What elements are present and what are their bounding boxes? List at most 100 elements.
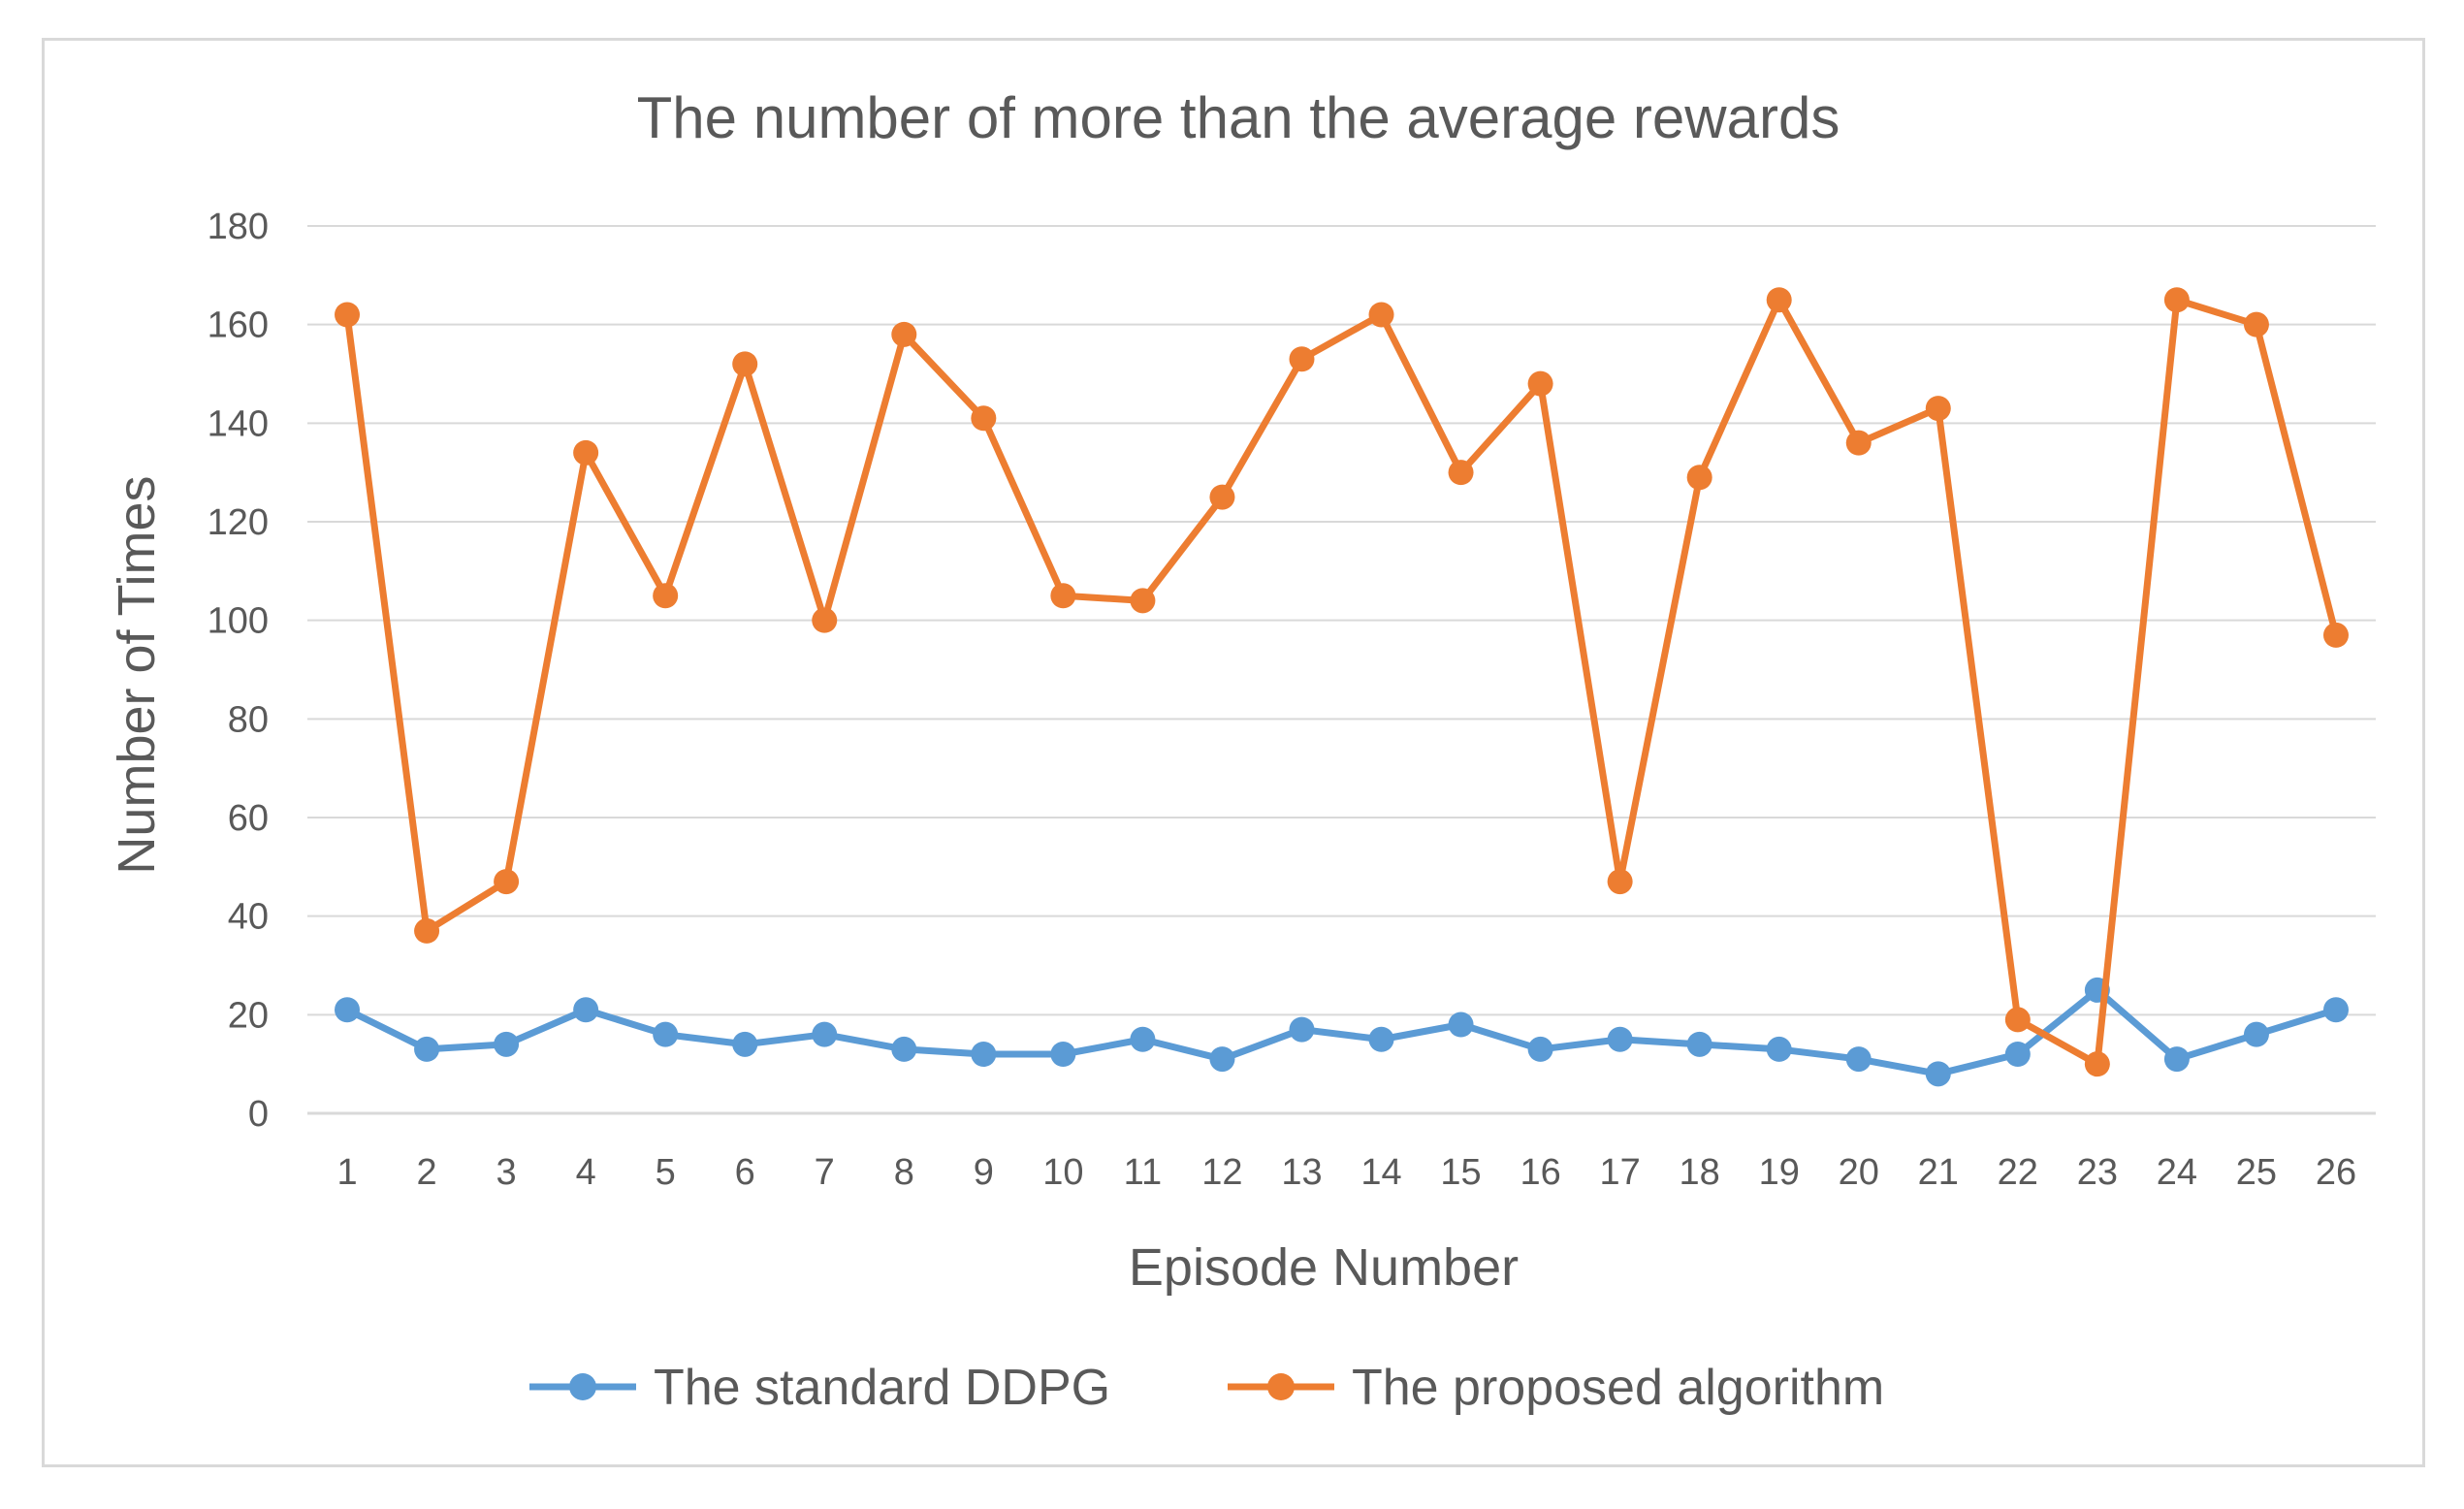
data-point <box>335 302 361 328</box>
data-point <box>2084 1051 2110 1077</box>
data-point <box>1686 1031 1712 1057</box>
data-point <box>732 351 758 377</box>
y-axis-ticks: 0 20 40 60 80 100 120 140 160 180 <box>208 207 269 1135</box>
data-point <box>1766 287 1792 313</box>
data-point <box>573 439 599 466</box>
data-point <box>1130 588 1156 614</box>
y-tick-label: 160 <box>208 305 269 346</box>
data-point <box>891 1036 917 1062</box>
x-tick-label: 24 <box>2157 1152 2197 1193</box>
data-point <box>1448 460 1474 486</box>
legend-label-standard-ddpg: The standard DDPG <box>654 1360 1110 1416</box>
data-point <box>1766 1036 1792 1062</box>
y-tick-label: 100 <box>208 601 269 642</box>
data-point <box>1686 465 1712 491</box>
data-point <box>2322 622 2349 648</box>
x-tick-label: 19 <box>1759 1152 1800 1193</box>
x-tick-label: 16 <box>1520 1152 1560 1193</box>
data-point <box>573 997 599 1023</box>
data-point <box>1448 1011 1474 1038</box>
legend-item-standard-ddpg: The standard DDPG <box>529 1360 1110 1416</box>
x-axis-ticks: 1 2 3 4 5 6 7 8 9 10 11 12 13 14 15 16 17 18 19 20 21 22 23 24 2… <box>336 1152 2356 1193</box>
data-point <box>1209 484 1235 510</box>
data-point <box>732 1031 758 1057</box>
data-point <box>414 917 440 944</box>
data-point <box>1050 1042 1076 1067</box>
x-tick-label: 12 <box>1201 1152 1242 1193</box>
data-point <box>1607 869 1633 895</box>
x-tick-label: 10 <box>1042 1152 1083 1193</box>
gridlines <box>307 225 2376 1115</box>
data-point <box>1368 302 1394 328</box>
x-tick-label: 8 <box>894 1152 914 1193</box>
data-point <box>1845 1046 1872 1073</box>
y-tick-label: 60 <box>228 798 269 839</box>
series-line <box>343 986 2340 1077</box>
chart-title: The number of more than the average rewa… <box>637 85 1840 150</box>
data-point <box>1607 1026 1633 1052</box>
x-tick-label: 9 <box>974 1152 994 1193</box>
data-point <box>2243 311 2269 337</box>
x-tick-label: 7 <box>815 1152 835 1193</box>
data-point <box>653 583 679 609</box>
data-point <box>1527 370 1553 397</box>
data-point <box>414 1036 440 1062</box>
x-tick-label: 6 <box>735 1152 755 1193</box>
y-tick-label: 20 <box>228 995 269 1036</box>
y-tick-label: 80 <box>228 699 269 740</box>
y-tick-label: 140 <box>208 403 269 444</box>
data-point <box>2243 1021 2269 1047</box>
data-point <box>812 1021 838 1047</box>
y-tick-label: 40 <box>228 897 269 938</box>
series-proposed-algorithm <box>335 287 2349 1077</box>
data-point <box>2004 1007 2031 1033</box>
series-layer <box>335 287 2349 1087</box>
data-point <box>2163 1046 2190 1073</box>
data-point <box>1130 1026 1156 1052</box>
line-chart: The number of more than the average rewa… <box>108 85 2376 1416</box>
x-tick-label: 5 <box>656 1152 676 1193</box>
x-tick-label: 18 <box>1680 1152 1720 1193</box>
legend-swatch-marker <box>569 1373 596 1400</box>
legend-swatch-marker <box>1267 1373 1295 1400</box>
x-tick-label: 3 <box>496 1152 517 1193</box>
data-point <box>1925 1061 1951 1087</box>
x-tick-label: 14 <box>1360 1152 1401 1193</box>
data-point <box>653 1021 679 1047</box>
x-tick-label: 26 <box>2316 1152 2356 1193</box>
x-tick-label: 21 <box>1918 1152 1959 1193</box>
x-axis-title: Episode Number <box>1129 1238 1519 1297</box>
x-tick-label: 22 <box>1998 1152 2038 1193</box>
x-tick-label: 4 <box>576 1152 596 1193</box>
x-tick-label: 13 <box>1281 1152 1322 1193</box>
x-tick-label: 15 <box>1440 1152 1481 1193</box>
x-tick-label: 17 <box>1599 1152 1640 1193</box>
y-tick-label: 120 <box>208 502 269 543</box>
x-tick-label: 2 <box>416 1152 436 1193</box>
data-point <box>2322 997 2349 1023</box>
x-tick-label: 20 <box>1839 1152 1879 1193</box>
legend: The standard DDPG The proposed algorithm <box>529 1360 1884 1416</box>
data-point <box>1527 1036 1553 1062</box>
data-point <box>335 997 361 1023</box>
legend-label-proposed-algorithm: The proposed algorithm <box>1352 1360 1884 1416</box>
chart-frame: The number of more than the average rewa… <box>42 38 2425 1467</box>
data-point <box>1368 1026 1394 1052</box>
data-point <box>971 1042 997 1067</box>
x-tick-label: 11 <box>1124 1152 1162 1193</box>
data-point <box>1925 396 1951 422</box>
data-point <box>1050 583 1076 609</box>
series-standard-ddpg <box>335 977 2349 1087</box>
legend-item-proposed-algorithm: The proposed algorithm <box>1228 1360 1884 1416</box>
data-point <box>891 321 917 347</box>
data-point <box>494 869 520 895</box>
data-point <box>2004 1042 2031 1067</box>
y-tick-label: 180 <box>208 207 269 247</box>
x-tick-label: 23 <box>2077 1152 2118 1193</box>
data-point <box>2163 287 2190 313</box>
data-point <box>494 1031 520 1057</box>
y-axis-title: Number of Times <box>108 475 166 874</box>
data-point <box>1845 430 1872 456</box>
data-point <box>971 405 997 432</box>
data-point <box>1289 346 1315 372</box>
